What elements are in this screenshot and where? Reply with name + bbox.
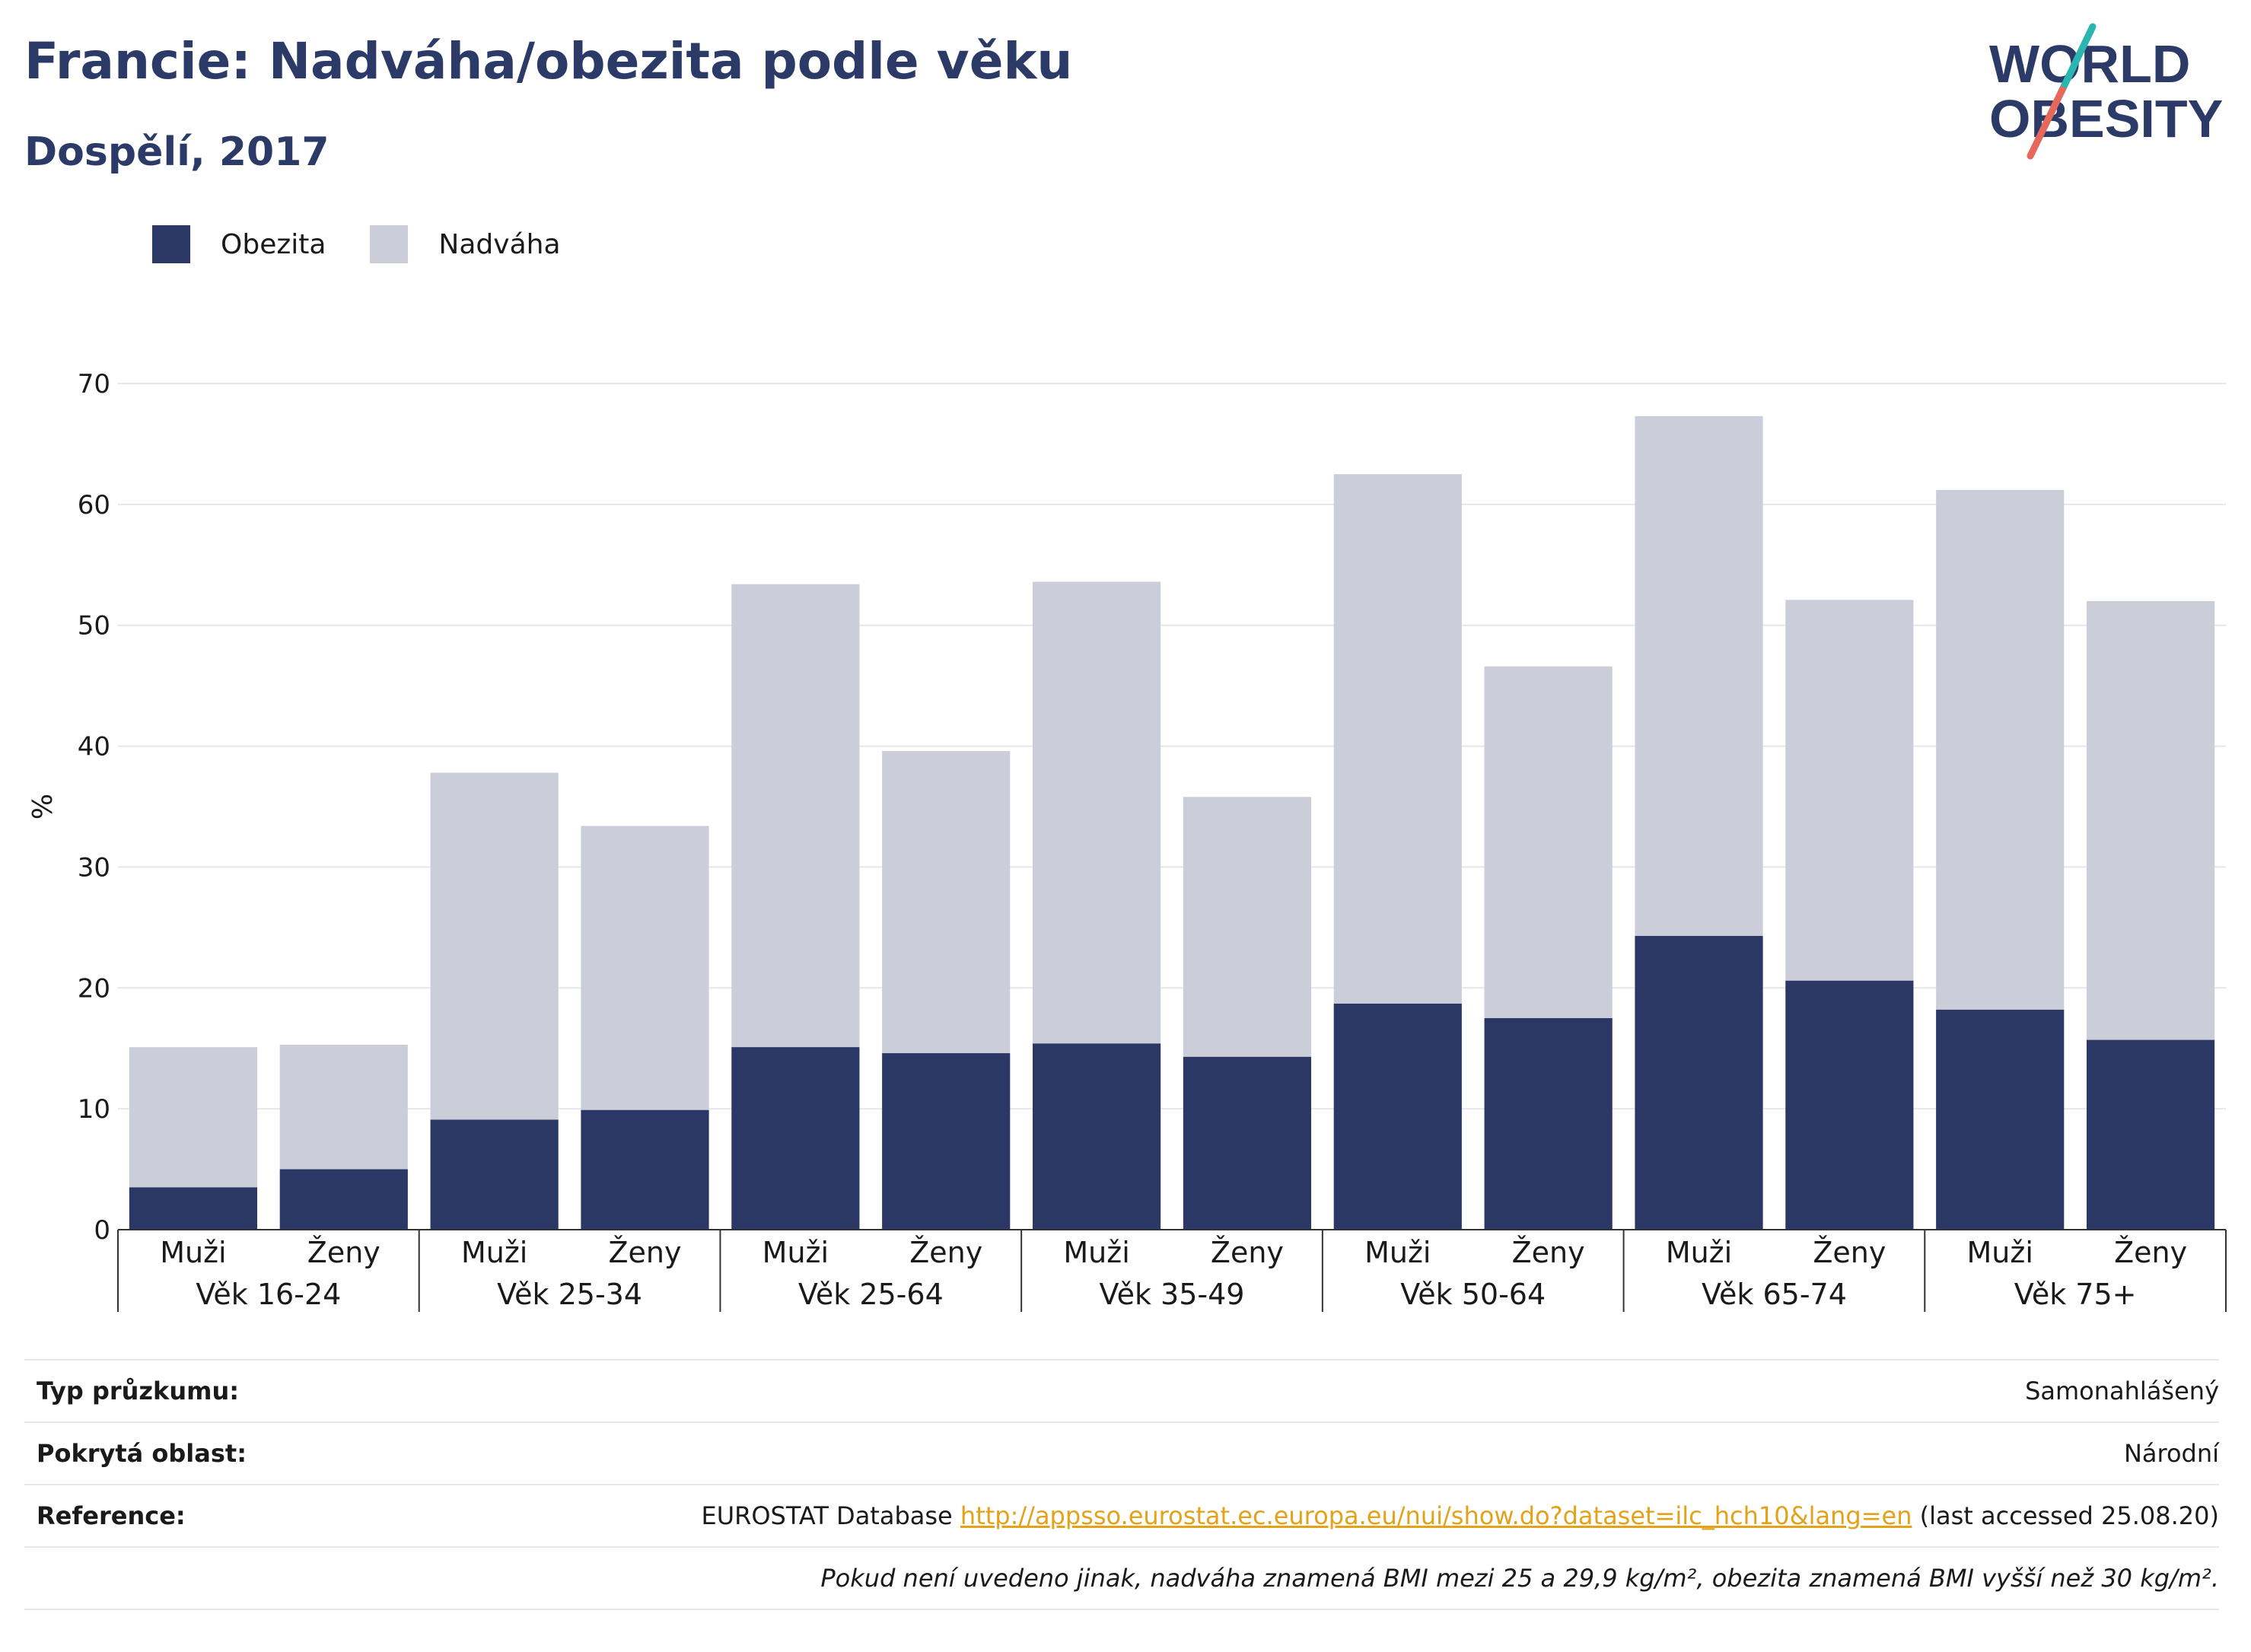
chart-subtitle: Dospělí, 2017: [24, 129, 330, 175]
bar-nadvaha: [430, 772, 559, 1120]
x-tick-label: Ženy: [1211, 1236, 1284, 1269]
bar-obezita: [279, 1169, 408, 1230]
bar-obezita: [1183, 1056, 1312, 1230]
x-tick-label: Ženy: [2114, 1236, 2187, 1269]
bar-obezita: [882, 1053, 1011, 1230]
logo-red-stroke: [2027, 86, 2066, 160]
bar-obezita: [1936, 1009, 2065, 1230]
bar-nadvaha: [882, 750, 1011, 1054]
legend-swatch-nadvaha: [370, 225, 409, 263]
chart-legend: Obezita Nadváha: [152, 225, 605, 263]
world-obesity-logo: WORLD OBESITY: [1989, 23, 2223, 160]
bar-obezita: [1635, 935, 1763, 1230]
bar-nadvaha: [1635, 415, 1763, 936]
info-value: Samonahlášený: [2025, 1377, 2219, 1405]
info-key: Reference:: [37, 1501, 186, 1530]
stacked-bar-chart: 0 10 20 30 40 50 60 70% Muži Ženy Muži Ženy Muži Ženy…: [27, 369, 2227, 1312]
y-tick-label: 40: [78, 732, 110, 762]
logo-line2: OBESITY: [1989, 89, 2223, 148]
bar-nadvaha: [279, 1044, 408, 1170]
x-tick-label: Muži: [1666, 1236, 1732, 1269]
x-group-label: Věk 25-64: [798, 1278, 944, 1311]
x-tick-label: Muži: [1364, 1236, 1431, 1269]
reference-prefix: EUROSTAT Database: [701, 1501, 960, 1530]
y-axis-label: %: [27, 794, 59, 820]
definition-note: Pokud není uvedeno jinak, nadváha znamen…: [820, 1564, 2219, 1593]
y-tick-label: 50: [78, 611, 110, 641]
x-tick-label: Muži: [1063, 1236, 1129, 1269]
legend-label-nadvaha: Nadváha: [438, 228, 561, 260]
bar-nadvaha: [1032, 581, 1161, 1044]
bar-nadvaha: [1785, 600, 1914, 981]
x-tick-label: Ženy: [909, 1236, 982, 1269]
x-tick-label: Muži: [160, 1236, 226, 1269]
bar-obezita: [1333, 1003, 1462, 1230]
bar-nadvaha: [129, 1047, 258, 1188]
bar-nadvaha: [1333, 474, 1462, 1004]
bar-nadvaha: [731, 584, 860, 1048]
reference-link[interactable]: http://appsso.eurostat.ec.europa.eu/nui/…: [960, 1501, 1912, 1530]
y-tick-label: 30: [78, 852, 110, 883]
y-tick-label: 60: [78, 490, 110, 520]
bar-obezita: [731, 1047, 860, 1230]
info-key: Typ průzkumu:: [37, 1377, 240, 1405]
info-key: Pokrytá oblast:: [37, 1439, 247, 1468]
x-tick-label: Muži: [461, 1236, 527, 1269]
x-tick-label: Muži: [763, 1236, 829, 1269]
info-row-survey-type: Typ průzkumu: Samonahlášený: [24, 1359, 2219, 1421]
x-tick-label: Ženy: [307, 1236, 380, 1269]
x-group-label: Věk 16-24: [196, 1278, 341, 1311]
info-row-reference: Reference: EUROSTAT Database http://apps…: [24, 1484, 2219, 1546]
info-value: Národní: [2123, 1439, 2219, 1468]
legend-label-obezita: Obezita: [221, 228, 326, 260]
bar-obezita: [1032, 1043, 1161, 1230]
info-row-coverage: Pokrytá oblast: Národní: [24, 1421, 2219, 1484]
x-group-label: Věk 25-34: [497, 1278, 642, 1311]
x-tick-label: Ženy: [1512, 1236, 1585, 1269]
bar-obezita: [2086, 1039, 2215, 1230]
bar-nadvaha: [1484, 666, 1613, 1018]
info-value: EUROSTAT Database http://appsso.eurostat…: [701, 1501, 2219, 1530]
x-tick-label: Ženy: [609, 1236, 682, 1269]
bar-obezita: [581, 1109, 709, 1230]
x-group-label: Věk 75+: [2014, 1278, 2137, 1311]
x-tick-label: Muži: [1967, 1236, 2033, 1269]
bar-obezita: [1484, 1018, 1613, 1230]
y-tick-label: 10: [78, 1094, 110, 1125]
bar-nadvaha: [581, 826, 709, 1110]
legend-swatch-obezita: [152, 225, 190, 263]
y-tick-label: 20: [78, 973, 110, 1004]
bar-nadvaha: [1183, 797, 1312, 1057]
y-tick-label: 0: [94, 1215, 110, 1246]
x-tick-label: Ženy: [1813, 1236, 1886, 1269]
logo-line1: WORLD: [1989, 34, 2190, 94]
legend-item-nadvaha: Nadváha: [370, 225, 561, 263]
info-table: Typ průzkumu: Samonahlášený Pokrytá obla…: [24, 1359, 2219, 1610]
bar-obezita: [129, 1187, 258, 1230]
x-group-label: Věk 65-74: [1702, 1278, 1847, 1311]
chart-title: Francie: Nadváha/obezita podle věku: [24, 32, 1073, 91]
x-group-label: Věk 35-49: [1100, 1278, 1245, 1311]
bar-obezita: [1785, 980, 1914, 1230]
reference-suffix: (last accessed 25.08.20): [1912, 1501, 2219, 1530]
bar-nadvaha: [1936, 489, 2065, 1010]
bar-nadvaha: [2086, 600, 2215, 1040]
logo-teal-stroke: [2058, 23, 2097, 94]
y-tick-label: 70: [78, 369, 110, 399]
bar-obezita: [430, 1119, 559, 1230]
x-group-label: Věk 50-64: [1400, 1278, 1546, 1311]
legend-item-obezita: Obezita: [152, 225, 326, 263]
info-row-note: Pokud není uvedeno jinak, nadváha znamen…: [24, 1546, 2219, 1610]
